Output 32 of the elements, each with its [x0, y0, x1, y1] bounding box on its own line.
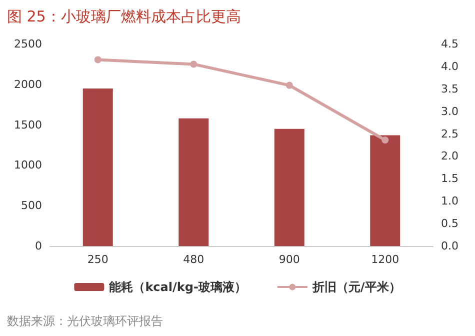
- x-tick-label: 1200: [371, 253, 400, 266]
- y2-tick-label: 1.5: [441, 172, 458, 186]
- x-tick-label: 480: [183, 253, 204, 266]
- bar: [178, 118, 209, 246]
- point: [286, 82, 293, 89]
- y2-tick-label: 4.0: [441, 60, 458, 73]
- point: [382, 136, 389, 144]
- y2-tick-label: 2.5: [441, 127, 458, 140]
- bar: [370, 135, 400, 246]
- y-tick-label: 500: [21, 199, 42, 212]
- bar: [274, 128, 304, 246]
- y2-tick-label: 4.5: [441, 38, 458, 50]
- legend-label: 能耗（kcal/kg-玻璃液）: [109, 280, 246, 294]
- bar: [82, 88, 113, 246]
- y-tick-label: 1000: [14, 158, 42, 172]
- x-tick-label: 250: [87, 253, 108, 266]
- y-tick-label: 0: [35, 240, 42, 252]
- legend-label: 折旧（元/平米）: [311, 280, 401, 294]
- y2-tick-label: 0.5: [441, 217, 458, 230]
- y2-tick-label: 3.0: [441, 104, 458, 118]
- point: [190, 60, 198, 68]
- y-tick-label: 2000: [14, 78, 42, 91]
- point: [94, 56, 102, 64]
- y2-tick-label: 1.0: [441, 194, 458, 208]
- y2-tick-label: 3.5: [441, 82, 458, 96]
- y2-tick-label: 2.0: [441, 150, 458, 163]
- chart-title: 图 25：小玻璃厂燃料成本占比更高: [7, 8, 241, 26]
- source-note: 数据来源：光伏玻璃环评报告: [7, 314, 163, 328]
- x-tick-label: 900: [278, 253, 300, 266]
- y-tick-label: 2500: [14, 38, 42, 50]
- y2-tick-label: 0.0: [441, 240, 458, 252]
- y-tick-label: 1500: [14, 118, 42, 132]
